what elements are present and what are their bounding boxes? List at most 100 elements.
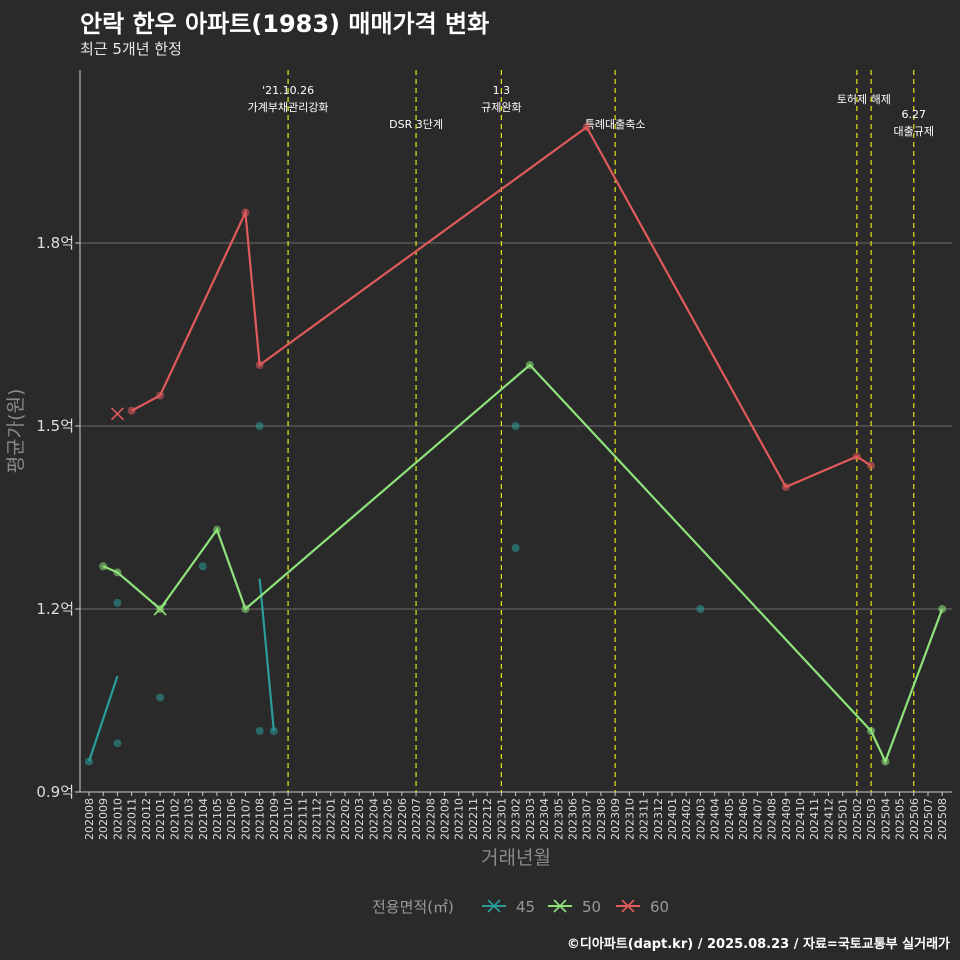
event-annotation: 토허제 해제: [837, 92, 891, 106]
x-tick-label: 202110: [282, 798, 295, 840]
series-45-line: [87, 675, 119, 762]
x-tick-label: 202111: [296, 798, 309, 840]
legend-label: 60: [650, 898, 669, 916]
x-tick-label: 202204: [367, 798, 380, 840]
x-tick-label: 202501: [837, 798, 850, 840]
x-tick-label: 202404: [709, 798, 722, 840]
x-tick-label: 202312: [652, 798, 665, 840]
x-tick-label: 202310: [623, 798, 636, 840]
x-tick-label: 202203: [353, 798, 366, 840]
event-annotation: 1.3: [493, 84, 511, 97]
series-60-line: [131, 125, 872, 489]
x-tick-label: 202112: [311, 798, 324, 840]
x-tick-label: 202304: [538, 798, 551, 840]
x-tick-label: 202105: [211, 798, 224, 840]
x-tick-label: 202106: [225, 798, 238, 840]
y-tick-label: 1.8억: [36, 234, 74, 252]
x-tick-label: 202202: [339, 798, 352, 840]
x-tick-label: 202309: [609, 798, 622, 840]
x-tick-label: 202411: [808, 798, 821, 840]
x-tick-label: 202403: [694, 798, 707, 840]
series-45-point: [511, 422, 520, 430]
series-45-point: [511, 544, 520, 552]
x-tick-label: 202210: [453, 798, 466, 840]
x-axis-title: 거래년월: [481, 847, 551, 869]
x-tick-label: 202302: [510, 798, 523, 840]
series-45-point: [255, 422, 264, 430]
x-tick-label: 202311: [638, 798, 651, 840]
series-50-line: [102, 363, 944, 765]
x-tick-label: 202306: [566, 798, 579, 840]
x-tick-label: 202407: [751, 798, 764, 840]
x-tick-label: 202506: [908, 798, 921, 840]
series-45-point: [696, 605, 705, 613]
legend-key-x-icon: [553, 899, 567, 913]
x-marker-stroke: [553, 899, 567, 913]
y-axis-title: 평균가(원): [5, 389, 27, 474]
x-tick-label: 202208: [424, 798, 437, 840]
series-50-cancelled-marker: [153, 602, 167, 616]
series-45-line: [258, 578, 275, 732]
x-tick-label: 202401: [666, 798, 679, 840]
x-tick-label: 202101: [154, 798, 167, 840]
series-45-point: [113, 598, 122, 607]
x-tick-label: 202504: [879, 798, 892, 840]
x-tick-label: 202008: [83, 798, 96, 840]
series-45-point: [156, 693, 165, 702]
x-tick-label: 202104: [197, 798, 210, 840]
x-tick-label: 202303: [524, 798, 537, 840]
event-annotation: 가계부채관리강화: [248, 101, 329, 114]
legend-key-x-icon: [621, 899, 635, 913]
x-tick-label: 202102: [168, 798, 181, 840]
x-tick-label: 202502: [851, 798, 864, 840]
x-tick-label: 202107: [239, 798, 252, 840]
y-tick-label: 1.2억: [36, 600, 74, 618]
x-tick-label: 202207: [410, 798, 423, 840]
y-tick-label: 1.5억: [36, 417, 74, 435]
x-marker-stroke: [621, 899, 635, 913]
x-tick-label: 202406: [737, 798, 750, 840]
source-caption: ©디아파트(dapt.kr) / 2025.08.23 / 자료=국토교통부 실…: [566, 937, 950, 952]
x-tick-label: 202505: [894, 798, 907, 840]
x-tick-label: 202308: [595, 798, 608, 840]
x-marker-stroke: [153, 602, 167, 616]
event-annotation: 특례대출축소: [585, 118, 646, 131]
event-annotation: 대출규제: [894, 125, 934, 138]
y-tick-label: 0.9억: [36, 783, 74, 801]
x-tick-label: 202402: [680, 798, 693, 840]
x-tick-label: 202011: [126, 798, 139, 840]
x-tick-label: 202009: [97, 798, 110, 840]
chart-subtitle: 최근 5개년 한정: [80, 40, 182, 58]
series-60-cancelled-marker: [110, 407, 125, 421]
legend-title: 전용면적(㎡): [372, 898, 454, 916]
x-tick-label: 202409: [780, 798, 793, 840]
x-tick-label: 202410: [794, 798, 807, 840]
x-marker-stroke: [487, 899, 501, 913]
x-tick-label: 202209: [439, 798, 452, 840]
x-tick-label: 202507: [922, 798, 935, 840]
legend-label: 45: [516, 898, 535, 916]
x-tick-label: 202206: [396, 798, 409, 840]
x-tick-label: 202503: [865, 798, 878, 840]
x-tick-label: 202301: [495, 798, 508, 840]
x-tick-label: 202412: [822, 798, 835, 840]
x-tick-label: 202405: [723, 798, 736, 840]
x-tick-label: 202211: [467, 798, 480, 840]
event-annotation: '21.10.26: [262, 84, 314, 97]
x-tick-label: 202010: [111, 798, 124, 840]
x-tick-label: 202508: [936, 798, 949, 840]
x-tick-label: 202205: [382, 798, 395, 840]
x-tick-label: 202201: [325, 798, 338, 840]
event-annotation: 규제완화: [481, 101, 521, 114]
x-tick-label: 202305: [552, 798, 565, 840]
x-marker-stroke: [110, 407, 125, 421]
series-45-point: [113, 739, 122, 748]
x-tick-label: 202408: [766, 798, 779, 840]
legend-key-x-icon: [487, 899, 501, 913]
series-45-point: [198, 562, 207, 571]
event-annotation: DSR 3단계: [389, 118, 443, 131]
x-tick-label: 202108: [254, 798, 267, 840]
x-tick-label: 202012: [140, 798, 153, 840]
chart-title: 안락 한우 아파트(1983) 매매가격 변화: [80, 10, 490, 38]
